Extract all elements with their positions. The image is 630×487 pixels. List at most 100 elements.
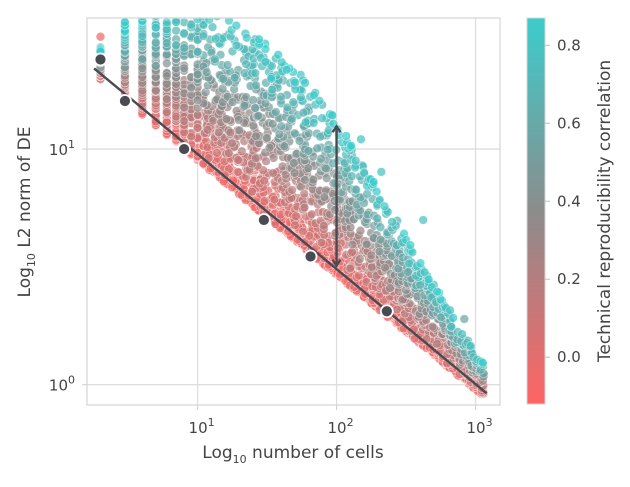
y-axis-label: Log10 L2 norm of DE [15, 127, 38, 298]
data-point [231, 40, 242, 51]
data-point [202, 125, 213, 135]
data-point [448, 313, 458, 323]
data-point [162, 107, 172, 117]
data-point [281, 64, 292, 75]
data-point [248, 120, 259, 131]
data-point [171, 111, 181, 122]
data-point [224, 148, 234, 158]
data-point [457, 329, 467, 339]
data-point [172, 6, 181, 15]
data-point [274, 129, 285, 139]
data-point [210, 54, 220, 64]
data-point [300, 175, 310, 185]
data-point [459, 314, 470, 324]
data-point [179, 28, 189, 38]
data-point [279, 141, 290, 151]
data-point [269, 194, 280, 205]
data-point [171, 40, 181, 50]
data-point [227, 97, 238, 107]
data-point [171, 18, 181, 27]
data-point [341, 131, 351, 141]
data-point [312, 143, 322, 154]
data-point [250, 153, 261, 163]
data-point [267, 119, 278, 129]
x-tick-label: 101 [189, 416, 215, 437]
data-point [385, 283, 395, 293]
colorbar-label: Technical reproducibility correlation [595, 60, 615, 363]
data-point [137, 54, 148, 65]
data-point [415, 258, 426, 268]
arrow-head-top [331, 124, 342, 133]
data-point [345, 263, 355, 274]
data-point [355, 225, 366, 236]
data-point [241, 59, 251, 69]
data-point [427, 321, 438, 332]
data-point [221, 114, 232, 124]
data-point [290, 77, 300, 88]
data-point [162, 58, 172, 69]
data-point [423, 274, 434, 285]
data-point [271, 107, 281, 117]
data-point [290, 220, 300, 231]
data-point [192, 47, 203, 57]
data-point [361, 239, 372, 250]
data-point [248, 95, 258, 105]
data-point [233, 155, 243, 165]
data-point [323, 144, 333, 155]
data-point [247, 186, 257, 197]
data-point [267, 84, 277, 95]
data-point [210, 33, 221, 44]
colorbar [526, 17, 546, 405]
data-point [162, 71, 172, 81]
data-point [186, 131, 196, 142]
data-point [374, 195, 385, 205]
data-point [403, 267, 413, 277]
data-point [259, 176, 269, 186]
data-point [137, 18, 147, 22]
data-point [368, 177, 379, 187]
data-point [95, 31, 106, 42]
data-point [212, 18, 222, 21]
plot-frame [86, 17, 501, 406]
data-point [303, 163, 314, 173]
data-point [201, 67, 212, 78]
data-point [298, 226, 308, 237]
data-point [151, 9, 160, 18]
fit-line [93, 67, 488, 395]
fit-point [379, 304, 394, 319]
data-point [251, 80, 261, 91]
data-point [432, 286, 442, 297]
data-point [379, 201, 390, 212]
data-point [259, 196, 270, 206]
data-point [266, 74, 276, 84]
data-point [172, 4, 181, 13]
data-point [242, 33, 252, 43]
data-point [300, 117, 311, 127]
data-point [262, 133, 272, 143]
data-point [237, 146, 247, 156]
data-point [380, 262, 390, 273]
data-point [327, 110, 337, 120]
fit-point [118, 94, 132, 108]
data-point [251, 131, 261, 142]
data-point [224, 18, 234, 26]
data-point [372, 213, 382, 224]
data-point [174, 18, 178, 19]
data-point [287, 113, 297, 124]
data-point [419, 267, 430, 278]
data-point [162, 7, 171, 16]
data-point [289, 168, 300, 178]
data-point [366, 250, 377, 261]
data-point [179, 43, 189, 53]
data-point [225, 127, 236, 138]
data-point [316, 153, 326, 164]
data-point [137, 63, 148, 74]
data-point [465, 341, 476, 351]
data-point [186, 82, 196, 93]
data-point [280, 170, 291, 180]
data-point [356, 134, 366, 145]
y-axis-ticks: 100 101 [49, 138, 87, 395]
data-point [162, 6, 171, 15]
data-point [187, 8, 196, 17]
data-point [179, 116, 189, 126]
